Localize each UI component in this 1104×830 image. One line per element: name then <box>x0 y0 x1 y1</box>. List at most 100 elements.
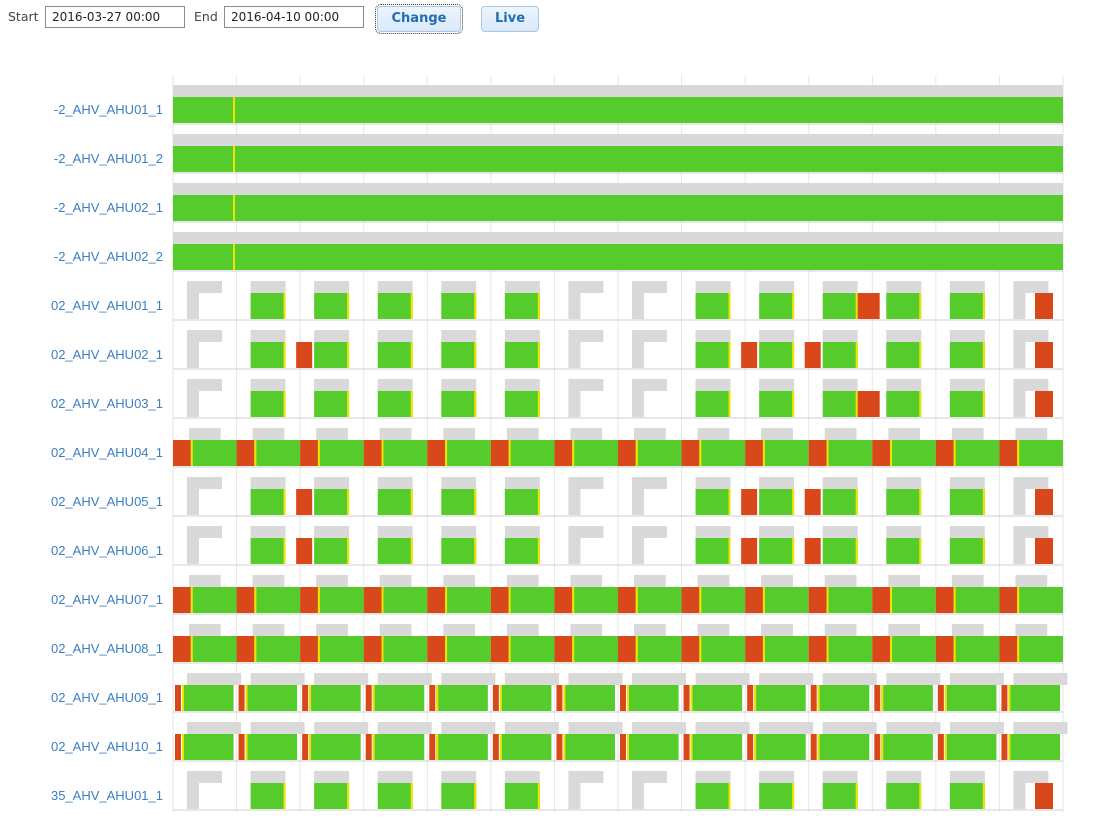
off-segment <box>187 538 199 564</box>
fault-segment <box>935 440 954 466</box>
schedule-band <box>379 624 412 636</box>
running-segment <box>949 538 985 564</box>
running-segment <box>1017 587 1063 613</box>
transition-mark <box>572 636 575 662</box>
transition-mark <box>474 783 477 809</box>
schedule-band <box>443 624 476 636</box>
running-segment <box>445 440 491 466</box>
running-segment <box>1017 440 1063 466</box>
schedule-band <box>695 477 731 489</box>
running-segment <box>441 783 477 809</box>
fault-segment <box>937 685 944 711</box>
schedule-band <box>187 771 222 783</box>
transition-mark <box>1017 636 1020 662</box>
schedule-band <box>252 428 285 440</box>
off-segment <box>568 538 581 564</box>
running-segment <box>250 783 286 809</box>
transition-mark <box>944 734 947 760</box>
schedule-band <box>568 330 604 342</box>
transition-mark <box>792 391 795 417</box>
fault-segment <box>999 636 1018 662</box>
running-segment <box>372 734 425 760</box>
schedule-band <box>822 330 858 342</box>
schedule-band <box>173 85 1063 97</box>
schedule-band <box>506 575 539 587</box>
schedule-band <box>441 477 477 489</box>
running-segment <box>381 440 428 466</box>
running-segment <box>695 293 731 319</box>
schedule-band <box>377 771 413 783</box>
transition-mark <box>190 440 193 466</box>
off-segment <box>187 489 199 515</box>
running-segment <box>254 587 301 613</box>
off-segment <box>632 391 644 417</box>
fault-segment <box>427 636 446 662</box>
running-segment <box>949 391 985 417</box>
fault-segment <box>429 734 436 760</box>
transition-mark <box>537 538 540 564</box>
running-segment <box>381 636 428 662</box>
transition-mark <box>254 636 257 662</box>
change-button[interactable]: Change <box>375 4 463 34</box>
schedule-band <box>886 379 922 391</box>
running-segment <box>817 685 870 711</box>
live-button[interactable]: Live <box>481 6 539 32</box>
fault-segment <box>681 636 700 662</box>
schedule-band <box>695 330 731 342</box>
running-segment <box>563 685 615 711</box>
schedule-band <box>504 281 540 293</box>
fault-segment <box>236 587 255 613</box>
fault-segment <box>1035 783 1053 809</box>
transition-mark <box>982 342 985 368</box>
transition-mark <box>728 538 731 564</box>
running-segment <box>953 636 1000 662</box>
fault-segment <box>935 587 954 613</box>
transition-mark <box>919 293 922 319</box>
row-label: 02_AHV_AHU08_1 <box>51 641 163 656</box>
schedule-band <box>632 281 667 293</box>
start-datetime-input[interactable]: 2016-03-27 00:00 <box>45 6 185 28</box>
schedule-band <box>377 379 413 391</box>
off-segment <box>568 342 581 368</box>
transition-mark <box>919 783 922 809</box>
schedule-band <box>443 428 476 440</box>
running-segment <box>635 440 682 466</box>
running-segment <box>817 734 870 760</box>
running-segment <box>1017 636 1063 662</box>
fault-segment <box>556 685 563 711</box>
running-segment <box>949 783 985 809</box>
running-segment <box>317 440 364 466</box>
schedule-band <box>886 722 941 734</box>
running-segment <box>314 342 350 368</box>
schedule-band <box>886 477 922 489</box>
schedule-band <box>632 330 667 342</box>
schedule-band <box>316 575 348 587</box>
transition-mark <box>445 636 448 662</box>
fault-segment <box>1035 391 1053 417</box>
transition-mark <box>563 734 566 760</box>
running-segment <box>699 636 746 662</box>
transition-mark <box>436 685 439 711</box>
transition-mark <box>699 440 702 466</box>
fault-segment <box>302 685 309 711</box>
running-segment <box>504 293 540 319</box>
transition-mark <box>754 685 757 711</box>
running-segment <box>504 391 540 417</box>
schedule-band <box>949 526 985 538</box>
transition-mark <box>890 587 893 613</box>
running-segment <box>504 783 540 809</box>
fault-segment <box>429 685 436 711</box>
transition-mark <box>919 342 922 368</box>
fault-segment <box>683 734 690 760</box>
schedule-band <box>570 624 603 636</box>
transition-mark <box>627 685 629 711</box>
end-datetime-input[interactable]: 2016-04-10 00:00 <box>224 6 364 28</box>
schedule-band <box>187 330 222 342</box>
transition-mark <box>410 783 413 809</box>
fault-segment <box>618 440 636 466</box>
schedule-band <box>568 673 623 685</box>
running-segment <box>173 97 1063 123</box>
fault-segment <box>872 636 891 662</box>
running-segment <box>182 734 234 760</box>
running-segment <box>499 734 552 760</box>
